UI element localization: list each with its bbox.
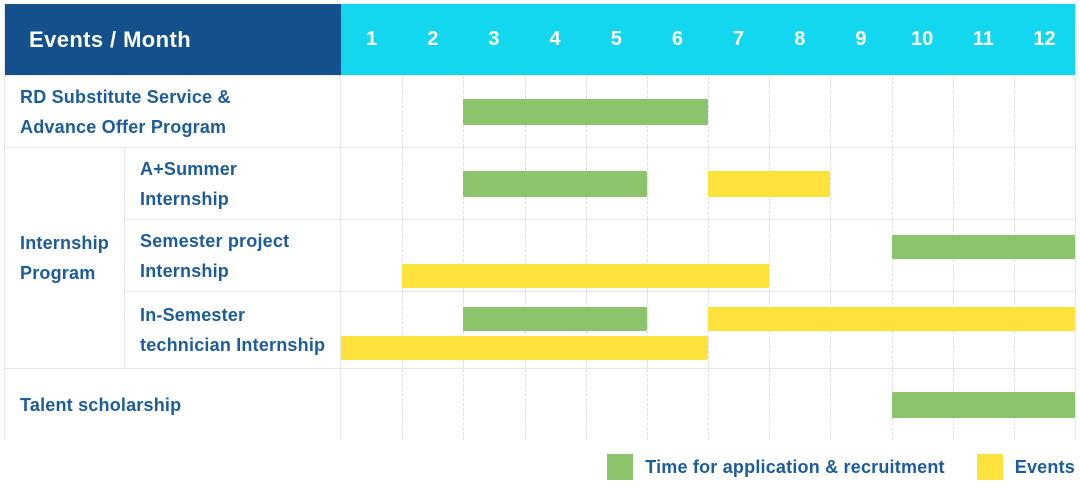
legend-label-application-recruitment: Time for application & recruitment: [645, 456, 945, 477]
month-header-2: 2: [427, 28, 439, 50]
group-label-internship-program: Internship Program: [5, 147, 125, 368]
gantt-bar-green: [891, 391, 1075, 418]
month-gridline: [891, 148, 893, 219]
month-gridline: [952, 76, 954, 147]
month-gridline: [708, 76, 709, 147]
gantt-bar-green: [891, 235, 1075, 259]
gantt-table: Events / Month 1 2 3 4 5 6 7 8 9 10 11 1…: [4, 4, 1076, 440]
month-gridline: [708, 369, 709, 440]
green-swatch-icon: [607, 454, 634, 480]
month-gridline: [646, 148, 648, 219]
month-header-6: 6: [671, 28, 683, 50]
month-gridline: [402, 369, 404, 440]
month-header-12: 12: [1033, 28, 1056, 50]
month-gridline: [402, 76, 404, 147]
legend-item-events: Events: [976, 454, 1075, 480]
table-header-title: Events / Month: [5, 4, 341, 75]
month-gridline: [830, 148, 832, 219]
row-label-semester-project: Semester project Internship: [125, 219, 341, 291]
month-gridline: [708, 220, 709, 291]
month-gridline: [646, 292, 648, 368]
gantt-bar-yellow: [402, 264, 770, 288]
month-header-11: 11: [972, 28, 994, 50]
month-gridline: [402, 148, 404, 219]
month-gridline: [769, 369, 771, 440]
legend-item-application-recruitment: Time for application & recruitment: [607, 454, 945, 480]
month-gridline: [1013, 148, 1015, 219]
month-gridline: [524, 220, 526, 291]
gantt-bar-yellow: [708, 170, 831, 197]
month-gridline: [769, 76, 771, 147]
month-header-4: 4: [549, 28, 561, 50]
row-label-talent-scholarship: Talent scholarship: [5, 368, 341, 440]
month-gridline: [952, 148, 954, 219]
gantt-bar-green: [463, 98, 708, 125]
yellow-swatch-icon: [976, 454, 1003, 480]
month-gridline: [1013, 76, 1015, 147]
gantt-row-semester-project: [341, 219, 1075, 291]
month-header-8: 8: [794, 28, 806, 50]
gantt-row-a-plus-summer: [341, 147, 1075, 219]
month-header-10: 10: [911, 28, 934, 50]
gantt-row-rd-substitute: [341, 75, 1075, 147]
gantt-row-talent-scholarship: [341, 368, 1075, 440]
month-gridline: [402, 220, 404, 291]
month-gridline: [585, 220, 587, 291]
legend-label-events: Events: [1014, 456, 1075, 477]
month-gridline: [646, 369, 648, 440]
month-gridline: [463, 369, 465, 440]
month-gridline: [891, 76, 893, 147]
month-gridline: [402, 292, 404, 368]
month-header-9: 9: [855, 28, 867, 50]
gantt-bar-green: [463, 307, 647, 331]
month-header-7: 7: [733, 28, 745, 50]
row-label-in-semester-technician: In-Semester technician Internship: [125, 291, 341, 368]
month-header-3: 3: [488, 28, 500, 50]
month-header-5: 5: [610, 28, 622, 50]
gantt-row-in-semester-technician: [341, 291, 1075, 368]
month-gridline: [830, 369, 832, 440]
month-gridline: [830, 220, 832, 291]
row-label-rd-substitute: RD Substitute Service & Advance Offer Pr…: [5, 75, 341, 147]
month-gridline: [830, 76, 832, 147]
month-header-row: 1 2 3 4 5 6 7 8 9 10 11 12: [341, 4, 1075, 75]
gantt-bar-yellow: [708, 307, 1075, 331]
gantt-bar-green: [463, 170, 647, 197]
month-gridline: [463, 220, 465, 291]
month-header-1: 1: [366, 28, 378, 50]
gantt-bar-yellow: [341, 336, 708, 360]
month-gridline: [524, 369, 526, 440]
legend: Time for application & recruitment Event…: [607, 453, 1075, 481]
month-gridline: [646, 220, 648, 291]
month-gridline: [585, 369, 587, 440]
month-gridline: [769, 220, 771, 291]
row-label-a-plus-summer: A+Summer Internship: [125, 147, 341, 219]
